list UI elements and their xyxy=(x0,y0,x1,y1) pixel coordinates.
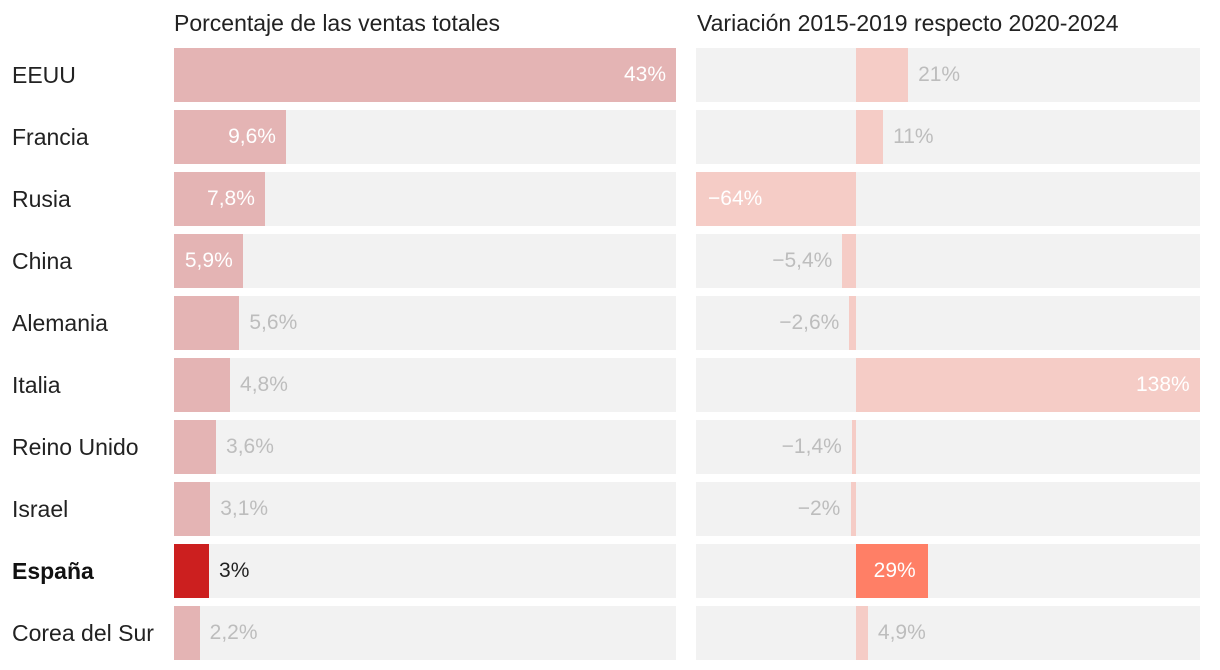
left-value-label: 4,8% xyxy=(240,373,288,396)
category-label: Italia xyxy=(12,372,61,398)
right-track xyxy=(696,606,1200,660)
right-value-label: −5,4% xyxy=(772,249,833,272)
left-track xyxy=(174,606,676,660)
left-bar xyxy=(174,482,211,536)
right-value-label: 29% xyxy=(873,559,916,582)
left-bar xyxy=(174,606,200,660)
right-bar xyxy=(842,234,856,288)
left-value-label: 43% xyxy=(624,63,667,86)
left-bar xyxy=(174,48,676,102)
category-label: Corea del Sur xyxy=(12,620,154,646)
left-value-label: 3% xyxy=(219,559,250,582)
category-label: Rusia xyxy=(12,186,71,212)
right-bar xyxy=(851,420,856,474)
left-bar xyxy=(174,296,240,350)
category-label: Francia xyxy=(12,124,89,150)
left-track xyxy=(174,296,676,350)
left-value-label: 5,6% xyxy=(249,311,298,334)
right-value-label: −2,6% xyxy=(779,311,840,334)
right-bar xyxy=(849,296,856,350)
left-bar xyxy=(174,420,217,474)
left-bar xyxy=(174,234,243,288)
right-track xyxy=(696,110,1200,164)
left-track xyxy=(174,482,676,536)
right-bar xyxy=(855,358,1200,412)
left-value-label: 3,6% xyxy=(226,435,274,458)
category-label: España xyxy=(12,558,94,584)
right-value-label: 4,9% xyxy=(877,621,926,644)
left-track xyxy=(174,544,676,598)
right-track xyxy=(696,48,1200,102)
left-value-label: 7,8% xyxy=(207,187,255,210)
right-bar xyxy=(855,606,868,660)
left-value-label: 2,2% xyxy=(209,621,258,644)
right-panel-title: Variación 2015-2019 respecto 2020-2024 xyxy=(697,10,1119,36)
right-track xyxy=(696,544,1200,598)
category-label: Reino Unido xyxy=(12,434,139,460)
right-value-label: −1,4% xyxy=(781,435,842,458)
left-bar xyxy=(174,172,266,226)
right-track xyxy=(696,482,1200,536)
right-value-label: −2% xyxy=(797,497,841,520)
category-label: Alemania xyxy=(12,310,108,336)
category-label: Israel xyxy=(12,496,69,522)
right-value-label: 21% xyxy=(918,63,961,86)
right-value-label: −64% xyxy=(708,187,763,210)
right-track xyxy=(696,234,1200,288)
left-bar xyxy=(174,544,210,598)
right-bar xyxy=(696,172,856,226)
right-track xyxy=(696,296,1200,350)
right-bar xyxy=(855,544,929,598)
right-track xyxy=(696,420,1200,474)
left-track xyxy=(174,234,676,288)
left-panel-title: Porcentaje de las ventas totales xyxy=(174,10,501,36)
right-value-label: 138% xyxy=(1136,373,1190,396)
left-track xyxy=(174,420,676,474)
left-track xyxy=(174,358,676,412)
category-label: EEUU xyxy=(12,62,76,88)
left-value-label: 9,6% xyxy=(228,125,276,148)
right-bar xyxy=(855,110,884,164)
left-bar xyxy=(174,358,231,412)
right-bar xyxy=(855,48,909,102)
left-value-label: 3,1% xyxy=(220,497,269,520)
right-bar xyxy=(850,482,856,536)
category-label: China xyxy=(12,248,73,274)
left-value-label: 5,9% xyxy=(184,249,233,272)
right-value-label: 11% xyxy=(893,125,934,148)
left-bar xyxy=(174,110,287,164)
